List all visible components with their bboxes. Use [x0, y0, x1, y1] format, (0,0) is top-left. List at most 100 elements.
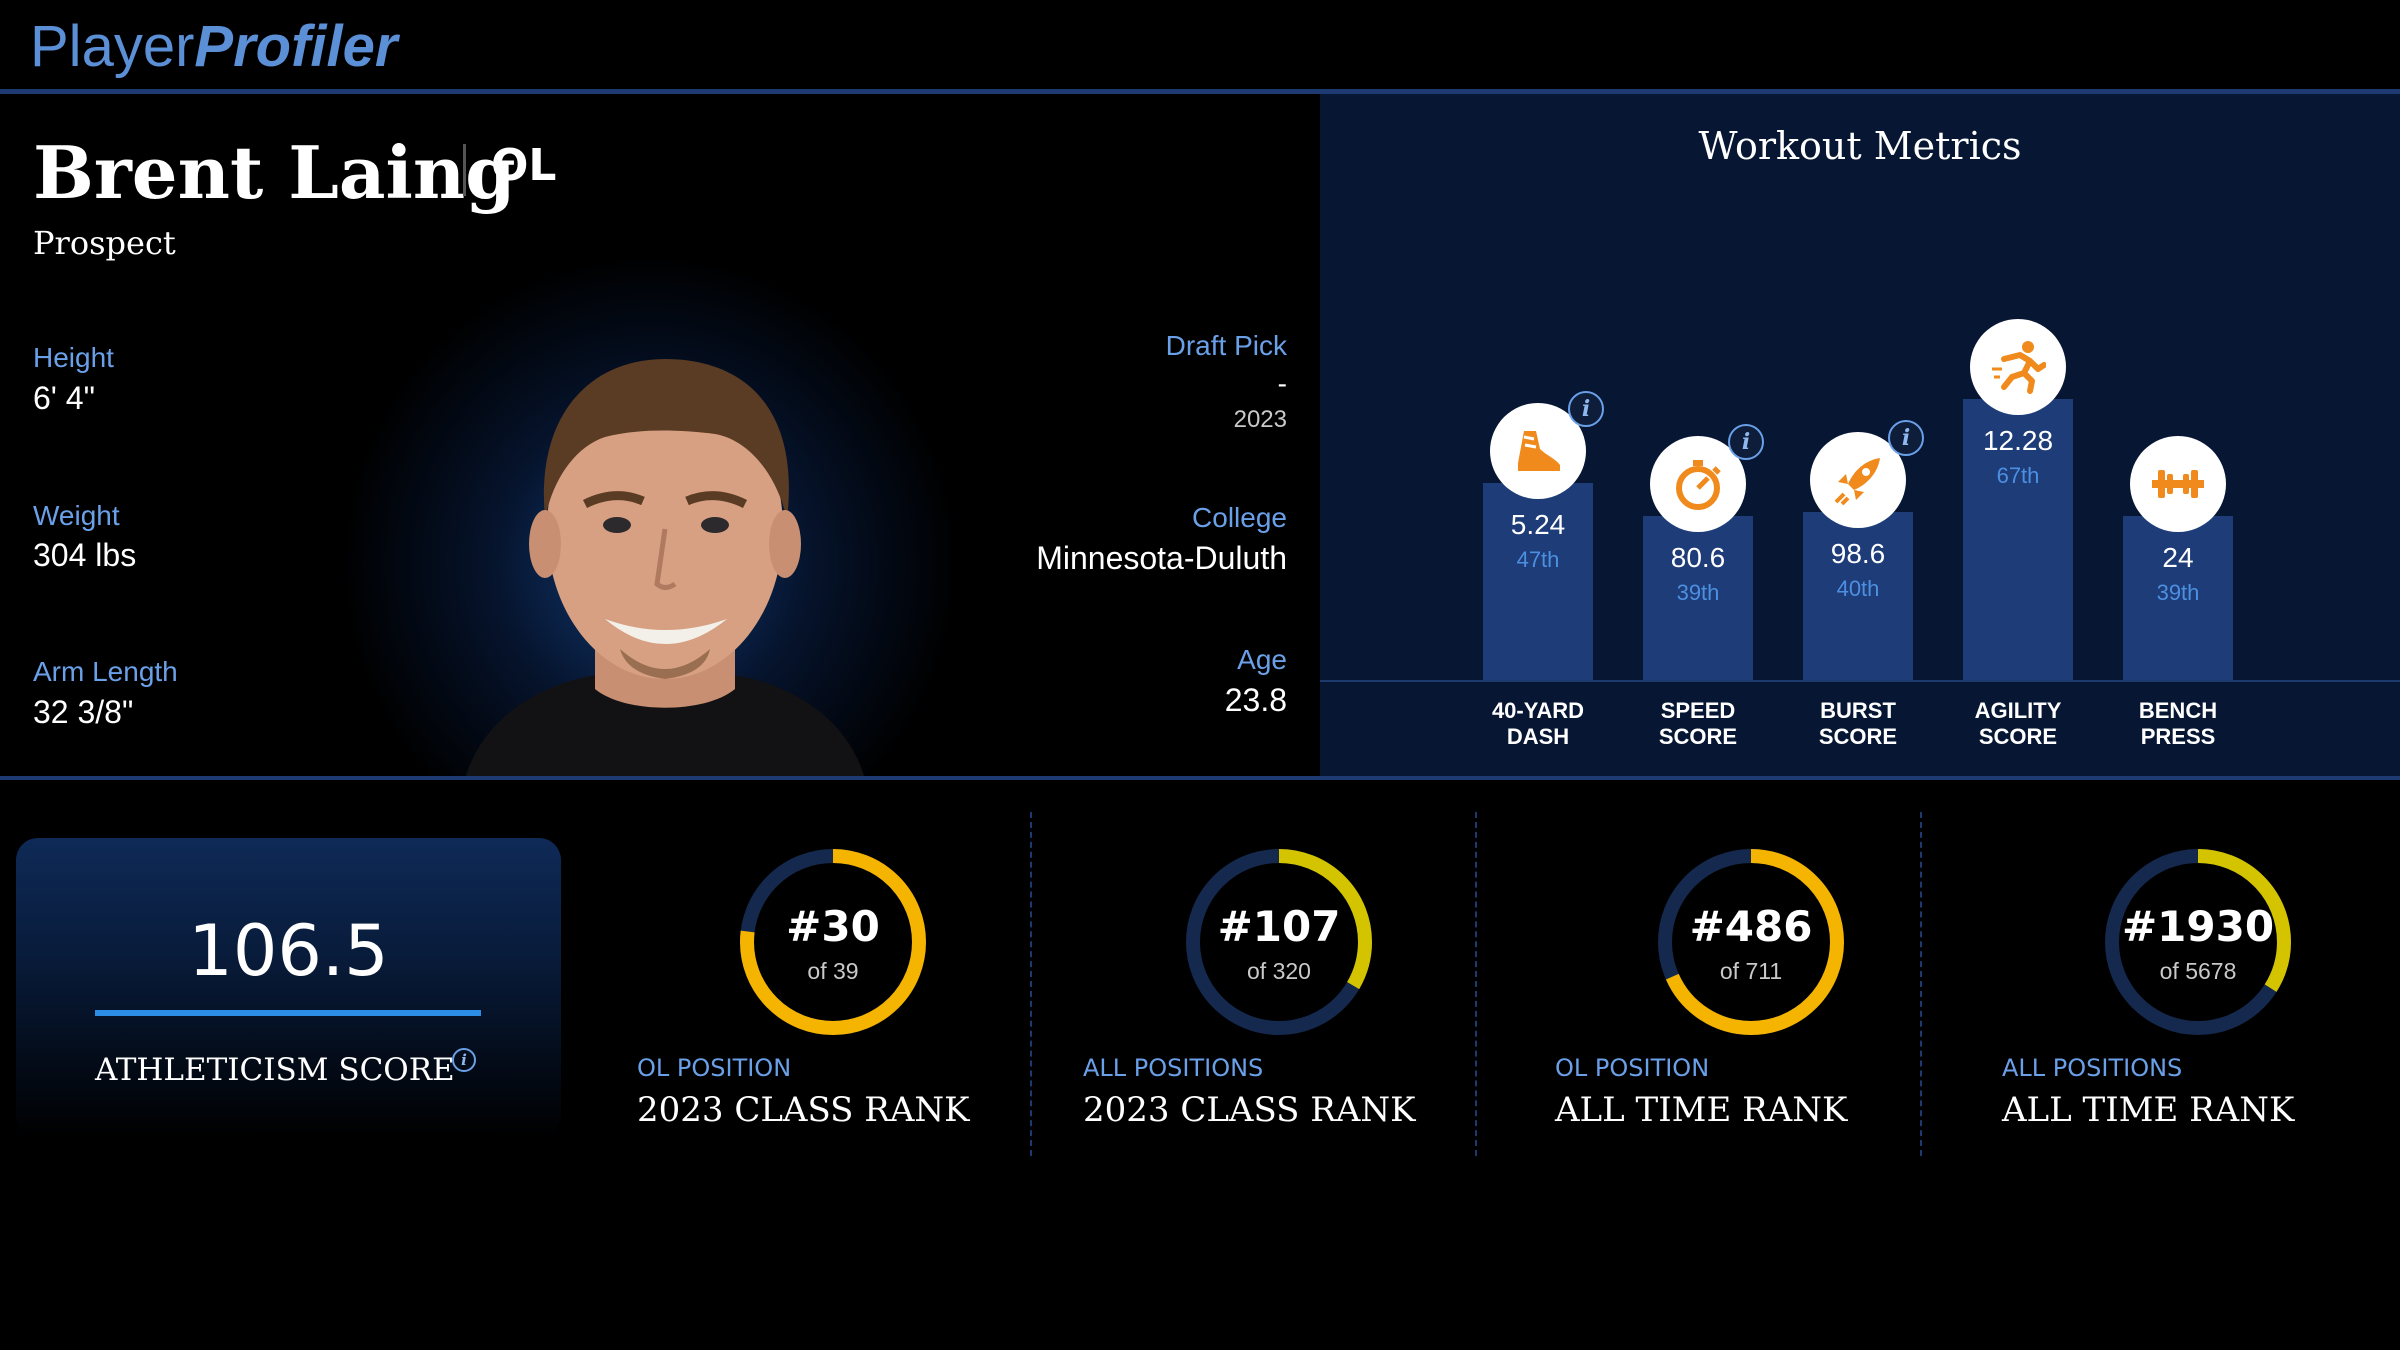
athleticism-label: ATHLETICISM SCORE: [95, 1052, 455, 1088]
player-name: Brent Laing: [33, 130, 516, 215]
rank-divider: [1475, 812, 1477, 1156]
metric-value: 80.6: [1670, 542, 1726, 573]
metric-value: 24: [2162, 542, 2194, 573]
metric-label: SPEED SCORE: [1623, 698, 1773, 750]
metric-label: BURST SCORE: [1783, 698, 1933, 750]
name-divider: [463, 144, 466, 196]
metric-bar[interactable]: [1643, 516, 1753, 680]
weight-value: 304 lbs: [33, 537, 137, 573]
rank-scope: ALL POSITIONS: [2002, 1054, 2183, 1082]
ring-progress: [1186, 849, 1372, 1035]
rank-scope: OL POSITION: [637, 1054, 792, 1082]
rank-divider: [1920, 812, 1922, 1156]
metric-label-line2: SCORE: [1818, 724, 1898, 749]
draft-pick-label: Draft Pick: [1165, 330, 1287, 361]
brand-part1: Player: [30, 14, 195, 79]
metric-label: BENCH PRESS: [2103, 698, 2253, 750]
rank-title: ALL TIME RANK: [1555, 1090, 1848, 1130]
height-label: Height: [33, 342, 114, 373]
header-divider: [0, 89, 2400, 94]
info-icon[interactable]: i: [1728, 424, 1764, 460]
metric-label-line1: 40-YARD: [1491, 698, 1585, 723]
metric-label-line2: SCORE: [1978, 724, 2058, 749]
arm-length-label: Arm Length: [33, 656, 178, 687]
metric-label: AGILITY SCORE: [1943, 698, 2093, 750]
rank-ring: [1186, 849, 1372, 1035]
workout-metrics-panel: Workout Metrics i 5.24 47th 40-YARD DASH i 80.…: [1320, 94, 2400, 776]
height-value: 6' 4": [33, 380, 95, 416]
metric-percentile: 47th: [1516, 547, 1560, 572]
rank-total: of 711: [1719, 958, 1783, 984]
draft-year: 2023: [1233, 406, 1287, 433]
age-value: 23.8: [1224, 682, 1287, 718]
athleticism-card: 106.5 ATHLETICISM SCORE i: [16, 838, 561, 1138]
rank-total: of 5678: [2159, 958, 2237, 984]
rank-title: 2023 CLASS RANK: [1083, 1090, 1416, 1130]
rank-ring: [1658, 849, 1844, 1035]
weight-label: Weight: [33, 500, 120, 531]
athleticism-underline: [95, 1010, 481, 1016]
rank-total: of 320: [1247, 958, 1311, 984]
workout-title: Workout Metrics: [1698, 124, 2022, 168]
rank-title: 2023 CLASS RANK: [637, 1090, 970, 1130]
player-panel: Brent Laing OL Prospect Height 6' 4" Wei…: [0, 94, 1320, 776]
rocket-icon: [1810, 432, 1906, 528]
metric-label-line1: BURST: [1820, 698, 1896, 723]
metric-percentile: 40th: [1836, 576, 1880, 601]
draft-pick-value: -: [1277, 368, 1287, 399]
age-label: Age: [1237, 644, 1287, 675]
rank-card[interactable]: #1930 of 5678 ALL POSITIONS ALL TIME RANK: [2002, 810, 2400, 1170]
info-icon[interactable]: i: [452, 1048, 476, 1072]
bars-baseline: [1320, 680, 2400, 682]
metric-label-line1: SPEED: [1660, 698, 1736, 723]
metric-bar[interactable]: [2123, 516, 2233, 680]
shoe-icon: [1490, 403, 1586, 499]
rank-ring: [740, 849, 926, 1035]
metric-percentile: 39th: [1676, 580, 1720, 605]
rank-card[interactable]: #30 of 39 OL POSITION 2023 CLASS RANK: [637, 810, 1067, 1170]
ring-progress: [740, 849, 926, 1035]
metric-percentile: 39th: [2156, 580, 2200, 605]
rank-title: ALL TIME RANK: [2002, 1090, 2295, 1130]
ring-progress: [2105, 849, 2291, 1035]
arm-length-value: 32 3/8": [33, 694, 134, 730]
metric-value: 5.24: [1510, 509, 1566, 540]
info-icon[interactable]: i: [1568, 391, 1604, 427]
metric-bar[interactable]: [1483, 483, 1593, 680]
metric-value: 98.6: [1830, 538, 1886, 569]
brand-logo[interactable]: PlayerProfiler: [30, 12, 397, 80]
metric-percentile: 67th: [1996, 463, 2040, 488]
metric-label-line2: PRESS: [2140, 724, 2216, 749]
metric-label: 40-YARD DASH: [1463, 698, 1613, 750]
rank-number: #107: [1217, 902, 1341, 951]
ring-progress: [1658, 849, 1844, 1035]
rank-divider: [1030, 812, 1032, 1156]
rank-number: #1930: [2121, 902, 2275, 951]
top-bar: PlayerProfiler: [0, 0, 2400, 94]
rank-scope: OL POSITION: [1555, 1054, 1710, 1082]
rank-number: #30: [786, 902, 880, 951]
stopwatch-icon: [1650, 436, 1746, 532]
metric-bar[interactable]: [1803, 512, 1913, 680]
runner-icon: [1970, 319, 2066, 415]
metric-label-line2: DASH: [1506, 724, 1570, 749]
metric-label-line1: BENCH: [2138, 698, 2218, 723]
player-photo: [466, 359, 864, 776]
college-label: College: [1192, 502, 1287, 533]
rank-total: of 39: [807, 958, 859, 984]
player-status: Prospect: [33, 224, 176, 262]
section-divider: [0, 776, 2400, 780]
college-value: Minnesota-Duluth: [1036, 540, 1287, 576]
metric-value: 12.28: [1982, 425, 2054, 456]
player-position: OL: [491, 140, 557, 191]
metric-bar[interactable]: [1963, 399, 2073, 680]
barbell-icon: [2130, 436, 2226, 532]
rank-card[interactable]: #486 of 711 OL POSITION ALL TIME RANK: [1555, 810, 1985, 1170]
brand-part2: Profiler: [194, 14, 398, 79]
rank-number: #486: [1689, 902, 1813, 951]
info-icon[interactable]: i: [1888, 420, 1924, 456]
metric-label-line1: AGILITY: [1974, 698, 2062, 723]
metric-label-line2: SCORE: [1658, 724, 1738, 749]
rank-card[interactable]: #107 of 320 ALL POSITIONS 2023 CLASS RANK: [1083, 810, 1513, 1170]
rank-ring: [2105, 849, 2291, 1035]
